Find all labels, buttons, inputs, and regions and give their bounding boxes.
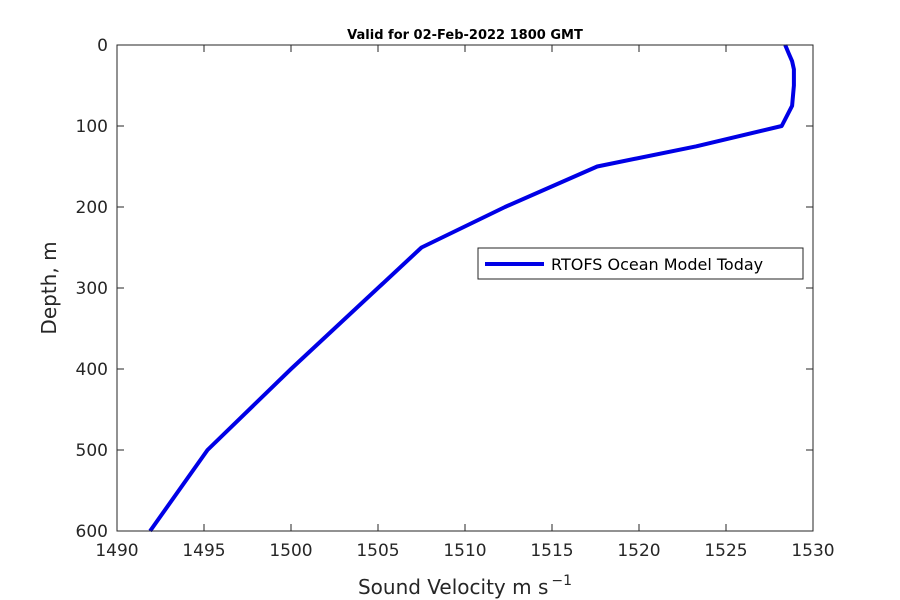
x-axis-label-superscript: −1: [551, 573, 572, 589]
x-axis: 1490 1495 1500 1505 1510 1515 1520 1525 1530: [95, 45, 835, 561]
legend-entry-label: RTOFS Ocean Model Today: [551, 255, 763, 274]
y-tick-label: 200: [76, 198, 108, 218]
x-tick-label: 1500: [269, 541, 312, 561]
y-tick-label: 600: [76, 522, 108, 542]
y-axis-label: Depth, m: [37, 241, 61, 334]
x-tick-label: 1525: [704, 541, 747, 561]
x-tick-label: 1515: [530, 541, 573, 561]
plot-area: [117, 45, 813, 531]
y-tick-label: 500: [76, 441, 108, 461]
x-tick-label: 1495: [182, 541, 225, 561]
series-line-0: [148, 44, 796, 533]
x-axis-label: Sound Velocity m s −1: [358, 573, 572, 599]
legend: RTOFS Ocean Model Today: [477, 247, 804, 280]
y-tick-label: 0: [97, 36, 108, 56]
x-tick-label: 1520: [617, 541, 660, 561]
x-tick-label: 1490: [95, 541, 138, 561]
x-tick-label: 1505: [356, 541, 399, 561]
y-tick-label: 300: [76, 279, 108, 299]
x-tick-label: 1510: [443, 541, 486, 561]
x-axis-label-text: Sound Velocity m s: [358, 575, 548, 599]
y-tick-label: 100: [76, 117, 108, 137]
x-tick-label: 1530: [791, 541, 834, 561]
series-layer: [148, 44, 796, 533]
y-tick-label: 400: [76, 360, 108, 380]
y-axis: 0 100 200 300 400 500 600: [76, 36, 813, 542]
chart-title: Valid for 02-Feb-2022 1800 GMT: [347, 28, 583, 43]
